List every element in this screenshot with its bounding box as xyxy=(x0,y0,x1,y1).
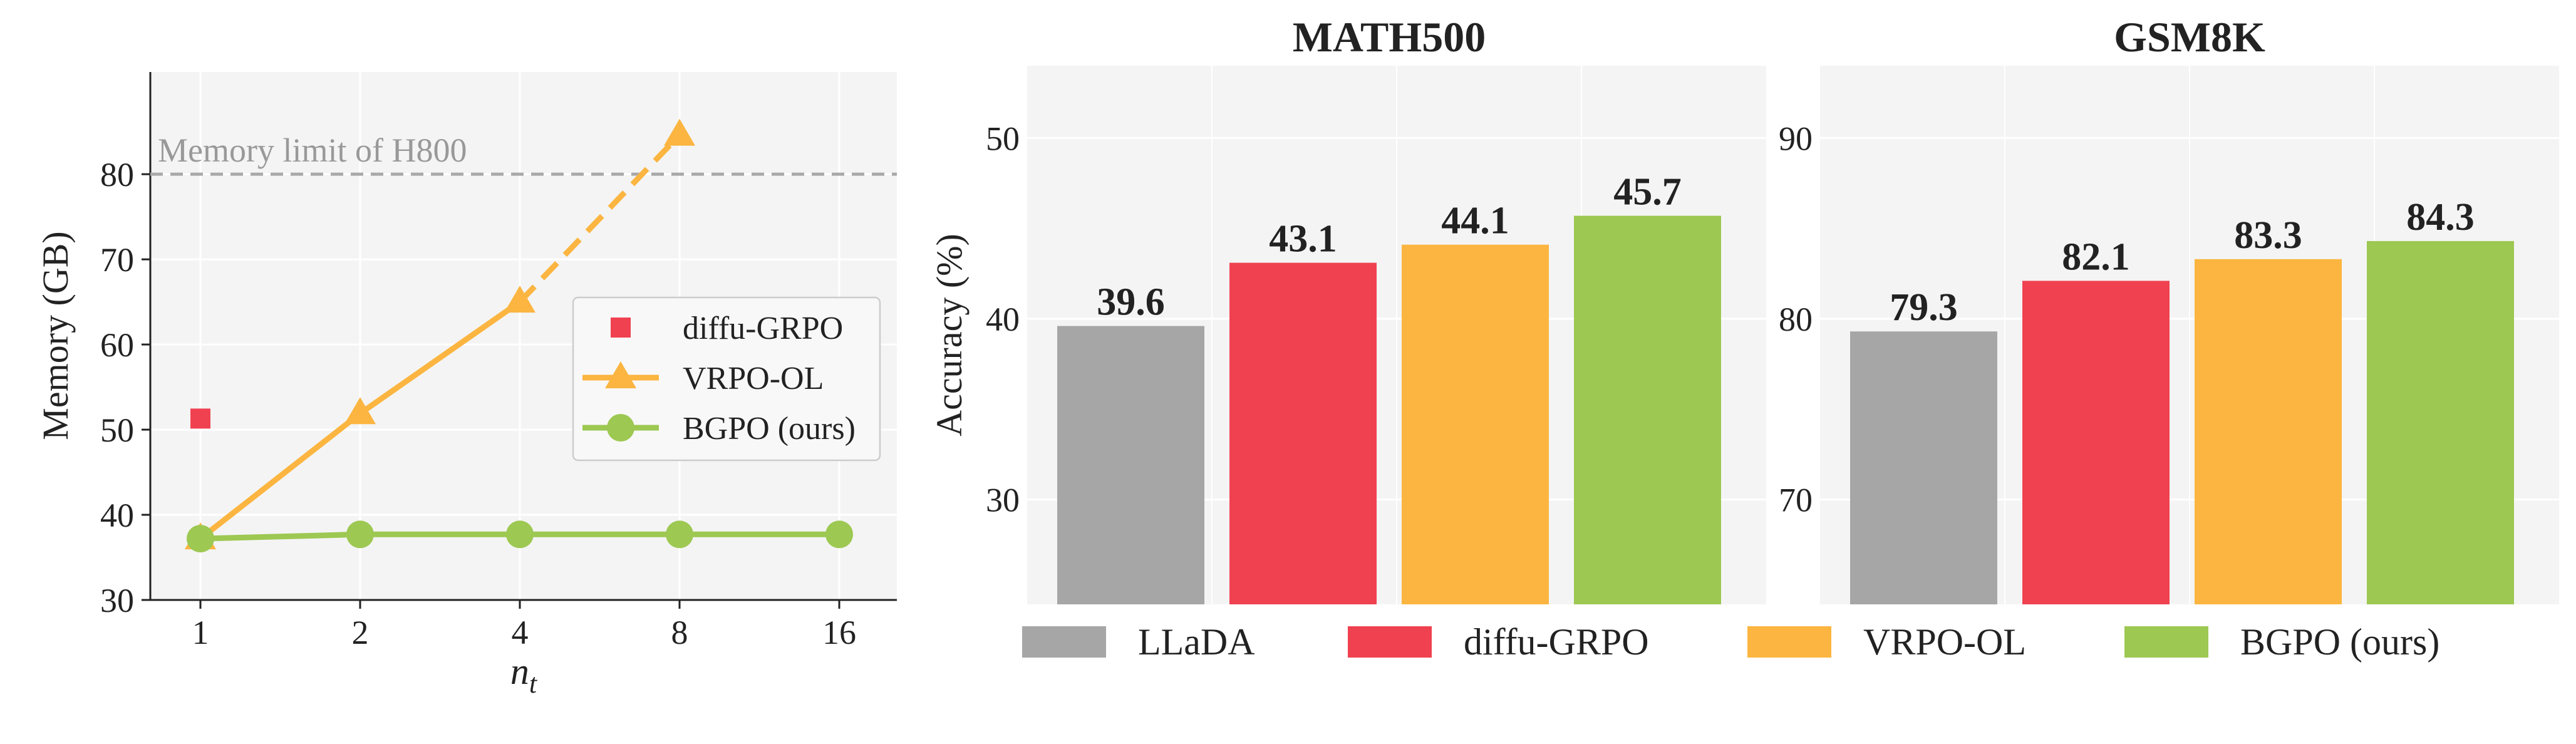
p2-y-tick-label: 30 xyxy=(986,482,1020,519)
p3-bar-diffu-grpo xyxy=(2022,281,2170,604)
bar-legend-item: VRPO-OL xyxy=(1747,621,2026,663)
memory-x-tick-label: 8 xyxy=(671,614,688,651)
p2-data-label: 45.7 xyxy=(1613,171,1682,214)
memory-point xyxy=(190,408,210,429)
memory-x-tick-label: 16 xyxy=(822,614,856,651)
p2-y-tick-label: 40 xyxy=(986,301,1020,338)
bar-legend-label: LLaDA xyxy=(1138,621,1255,663)
memory-point xyxy=(666,520,693,549)
memory-legend-item: diffu-GRPO xyxy=(611,311,843,346)
bar-legend-item: LLaDA xyxy=(1022,621,1255,663)
memory-line-segment xyxy=(517,133,682,304)
p2-bar-bgpo-ours xyxy=(1574,215,1721,604)
memory-point xyxy=(346,520,374,549)
p3-data-label: 84.3 xyxy=(2406,196,2475,239)
p3-y-tick-label: 70 xyxy=(1779,482,1813,519)
p2-data-label: 39.6 xyxy=(1097,281,1165,324)
memory-y-tick-label: 80 xyxy=(100,156,134,194)
memory-point xyxy=(506,520,534,549)
memory-series-diffu-grpo xyxy=(190,408,210,429)
bar-legend-swatch xyxy=(1747,626,1831,658)
memory-y-tick-label: 40 xyxy=(100,497,134,534)
bar-legend-swatch xyxy=(1022,626,1106,658)
math500-title: MATH500 xyxy=(1293,13,1486,61)
memory-point xyxy=(664,118,695,146)
bar-legend-label: BGPO (ours) xyxy=(2240,621,2439,663)
memory-legend-marker xyxy=(611,318,631,338)
memory-x-tick-label: 2 xyxy=(352,614,369,651)
bar-legend-swatch xyxy=(1348,626,1432,658)
p2-bar-llada xyxy=(1057,326,1204,604)
p3-bar-llada xyxy=(1850,331,1997,604)
memory-legend-label: diffu-GRPO xyxy=(683,311,843,346)
memory-y-tick-label: 70 xyxy=(100,241,134,279)
p3-data-label: 82.1 xyxy=(2062,235,2130,278)
memory-point xyxy=(187,525,214,553)
p3-data-label: 83.3 xyxy=(2234,214,2302,257)
memory-legend-item: BGPO (ours) xyxy=(582,411,856,447)
memory-line-segment xyxy=(358,299,522,416)
memory-x-tick-label: 1 xyxy=(192,614,209,651)
p2-bar-vrpo-ol xyxy=(1402,244,1549,604)
p3-y-tick-label: 90 xyxy=(1779,120,1813,157)
memory-legend-marker xyxy=(607,414,634,442)
memory-y-tick-label: 60 xyxy=(100,326,134,364)
memory-x-tick-label: 4 xyxy=(512,614,529,651)
memory-y-label: Memory (GB) xyxy=(35,231,76,440)
p2-y-tick-label: 50 xyxy=(986,120,1020,157)
p3-bar-vrpo-ol xyxy=(2195,259,2342,604)
memory-legend-box xyxy=(572,296,881,462)
memory-legend-label: VRPO-OL xyxy=(683,361,824,396)
p3-y-tick-label: 80 xyxy=(1779,301,1813,338)
memory-series-vrpo-ol xyxy=(185,118,695,550)
memory-line-segment xyxy=(200,531,361,542)
memory-series-bgpo-ours- xyxy=(187,520,853,553)
memory-y-tick-label: 30 xyxy=(100,582,134,619)
memory-point xyxy=(504,286,535,313)
p3-data-label: 79.3 xyxy=(1890,286,1958,329)
p2-data-label: 44.1 xyxy=(1441,200,1509,242)
memory-point xyxy=(825,520,853,549)
bar-legend-label: VRPO-OL xyxy=(1863,621,2026,663)
memory-legend-label: BGPO (ours) xyxy=(683,411,856,447)
memory-line-segment xyxy=(199,411,362,541)
math500-chart: 30 40 50 39.6 43.1 44.1 45.7 MATH500 Accuracy… xyxy=(929,13,1766,605)
bar-legend-item: diffu-GRPO xyxy=(1348,621,1649,663)
memory-chart: 30 40 50 60 70 80 1 2 4 8 16 Memory limit of H800… xyxy=(35,72,897,699)
bar-legend: LLaDA diffu-GRPO VRPO-OL BGPO (ours) xyxy=(1022,621,2439,663)
memory-y-tick-label: 50 xyxy=(100,411,134,449)
memory-legend: diffu-GRPO VRPO-OL BGPO (ours) xyxy=(572,296,881,462)
accuracy-y-label: Accuracy (%) xyxy=(929,234,970,437)
memory-x-label-sub: t xyxy=(529,668,538,699)
memory-legend-item: VRPO-OL xyxy=(582,361,824,396)
memory-limit-label: Memory limit of H800 xyxy=(158,132,467,169)
p2-data-label: 43.1 xyxy=(1269,218,1337,261)
p2-bar-diffu-grpo xyxy=(1229,262,1377,605)
gsm8k-title: GSM8K xyxy=(2114,13,2265,61)
gsm8k-chart: 70 80 90 79.3 82.1 83.3 84.3 GSM8K xyxy=(1779,13,2559,605)
bar-legend-item: BGPO (ours) xyxy=(2124,621,2439,663)
bar-legend-label: diffu-GRPO xyxy=(1464,621,1649,663)
bar-legend-swatch xyxy=(2124,626,2208,658)
memory-x-label: nt xyxy=(510,651,538,699)
memory-point xyxy=(344,397,376,425)
p3-bar-bgpo-ours xyxy=(2367,240,2514,605)
memory-x-label-main: n xyxy=(510,651,529,692)
memory-legend-marker xyxy=(605,361,636,388)
